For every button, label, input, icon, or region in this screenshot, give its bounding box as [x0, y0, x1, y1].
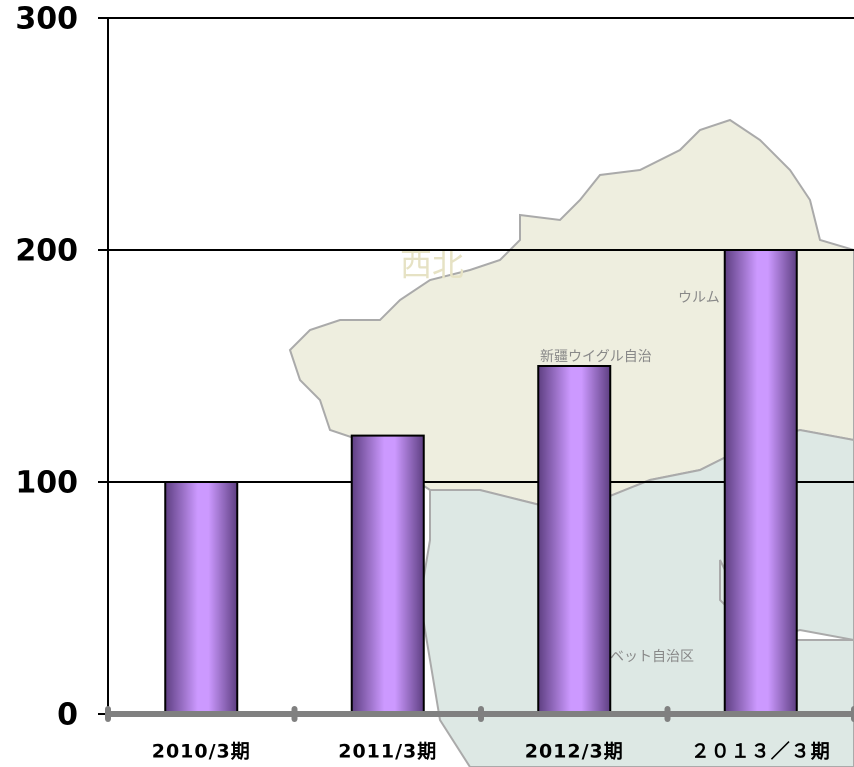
y-tick-label: 300 — [15, 2, 78, 37]
bar — [350, 434, 425, 715]
x-tick-mark — [291, 706, 298, 722]
y-tick-label: 0 — [57, 698, 78, 733]
bar — [723, 249, 798, 715]
map-label: 新疆ウイグル自治 — [540, 349, 652, 365]
map-label: ベット自治区 — [610, 649, 694, 665]
x-tick-mark — [851, 706, 854, 722]
map-label: 西北 — [400, 246, 464, 284]
x-tick-mark — [105, 706, 111, 722]
x-tick-label: ２０１３／３期 — [691, 740, 831, 763]
x-tick-label: 2012/3期 — [525, 741, 624, 763]
y-tick-label: 100 — [15, 466, 78, 501]
plot: 0 100 200 300 2010/3期 2011/3期 2012/3期 ２０１３／３期 — [15, 2, 854, 763]
x-tick-mark — [478, 706, 484, 722]
y-tick-label: 200 — [15, 234, 78, 269]
bar — [164, 481, 239, 715]
x-tick-mark — [664, 706, 671, 722]
bar — [537, 365, 612, 715]
x-tick-label: 2011/3期 — [338, 741, 437, 763]
x-tick-label: 2010/3期 — [152, 741, 251, 763]
map-label: ウルム — [678, 290, 720, 306]
